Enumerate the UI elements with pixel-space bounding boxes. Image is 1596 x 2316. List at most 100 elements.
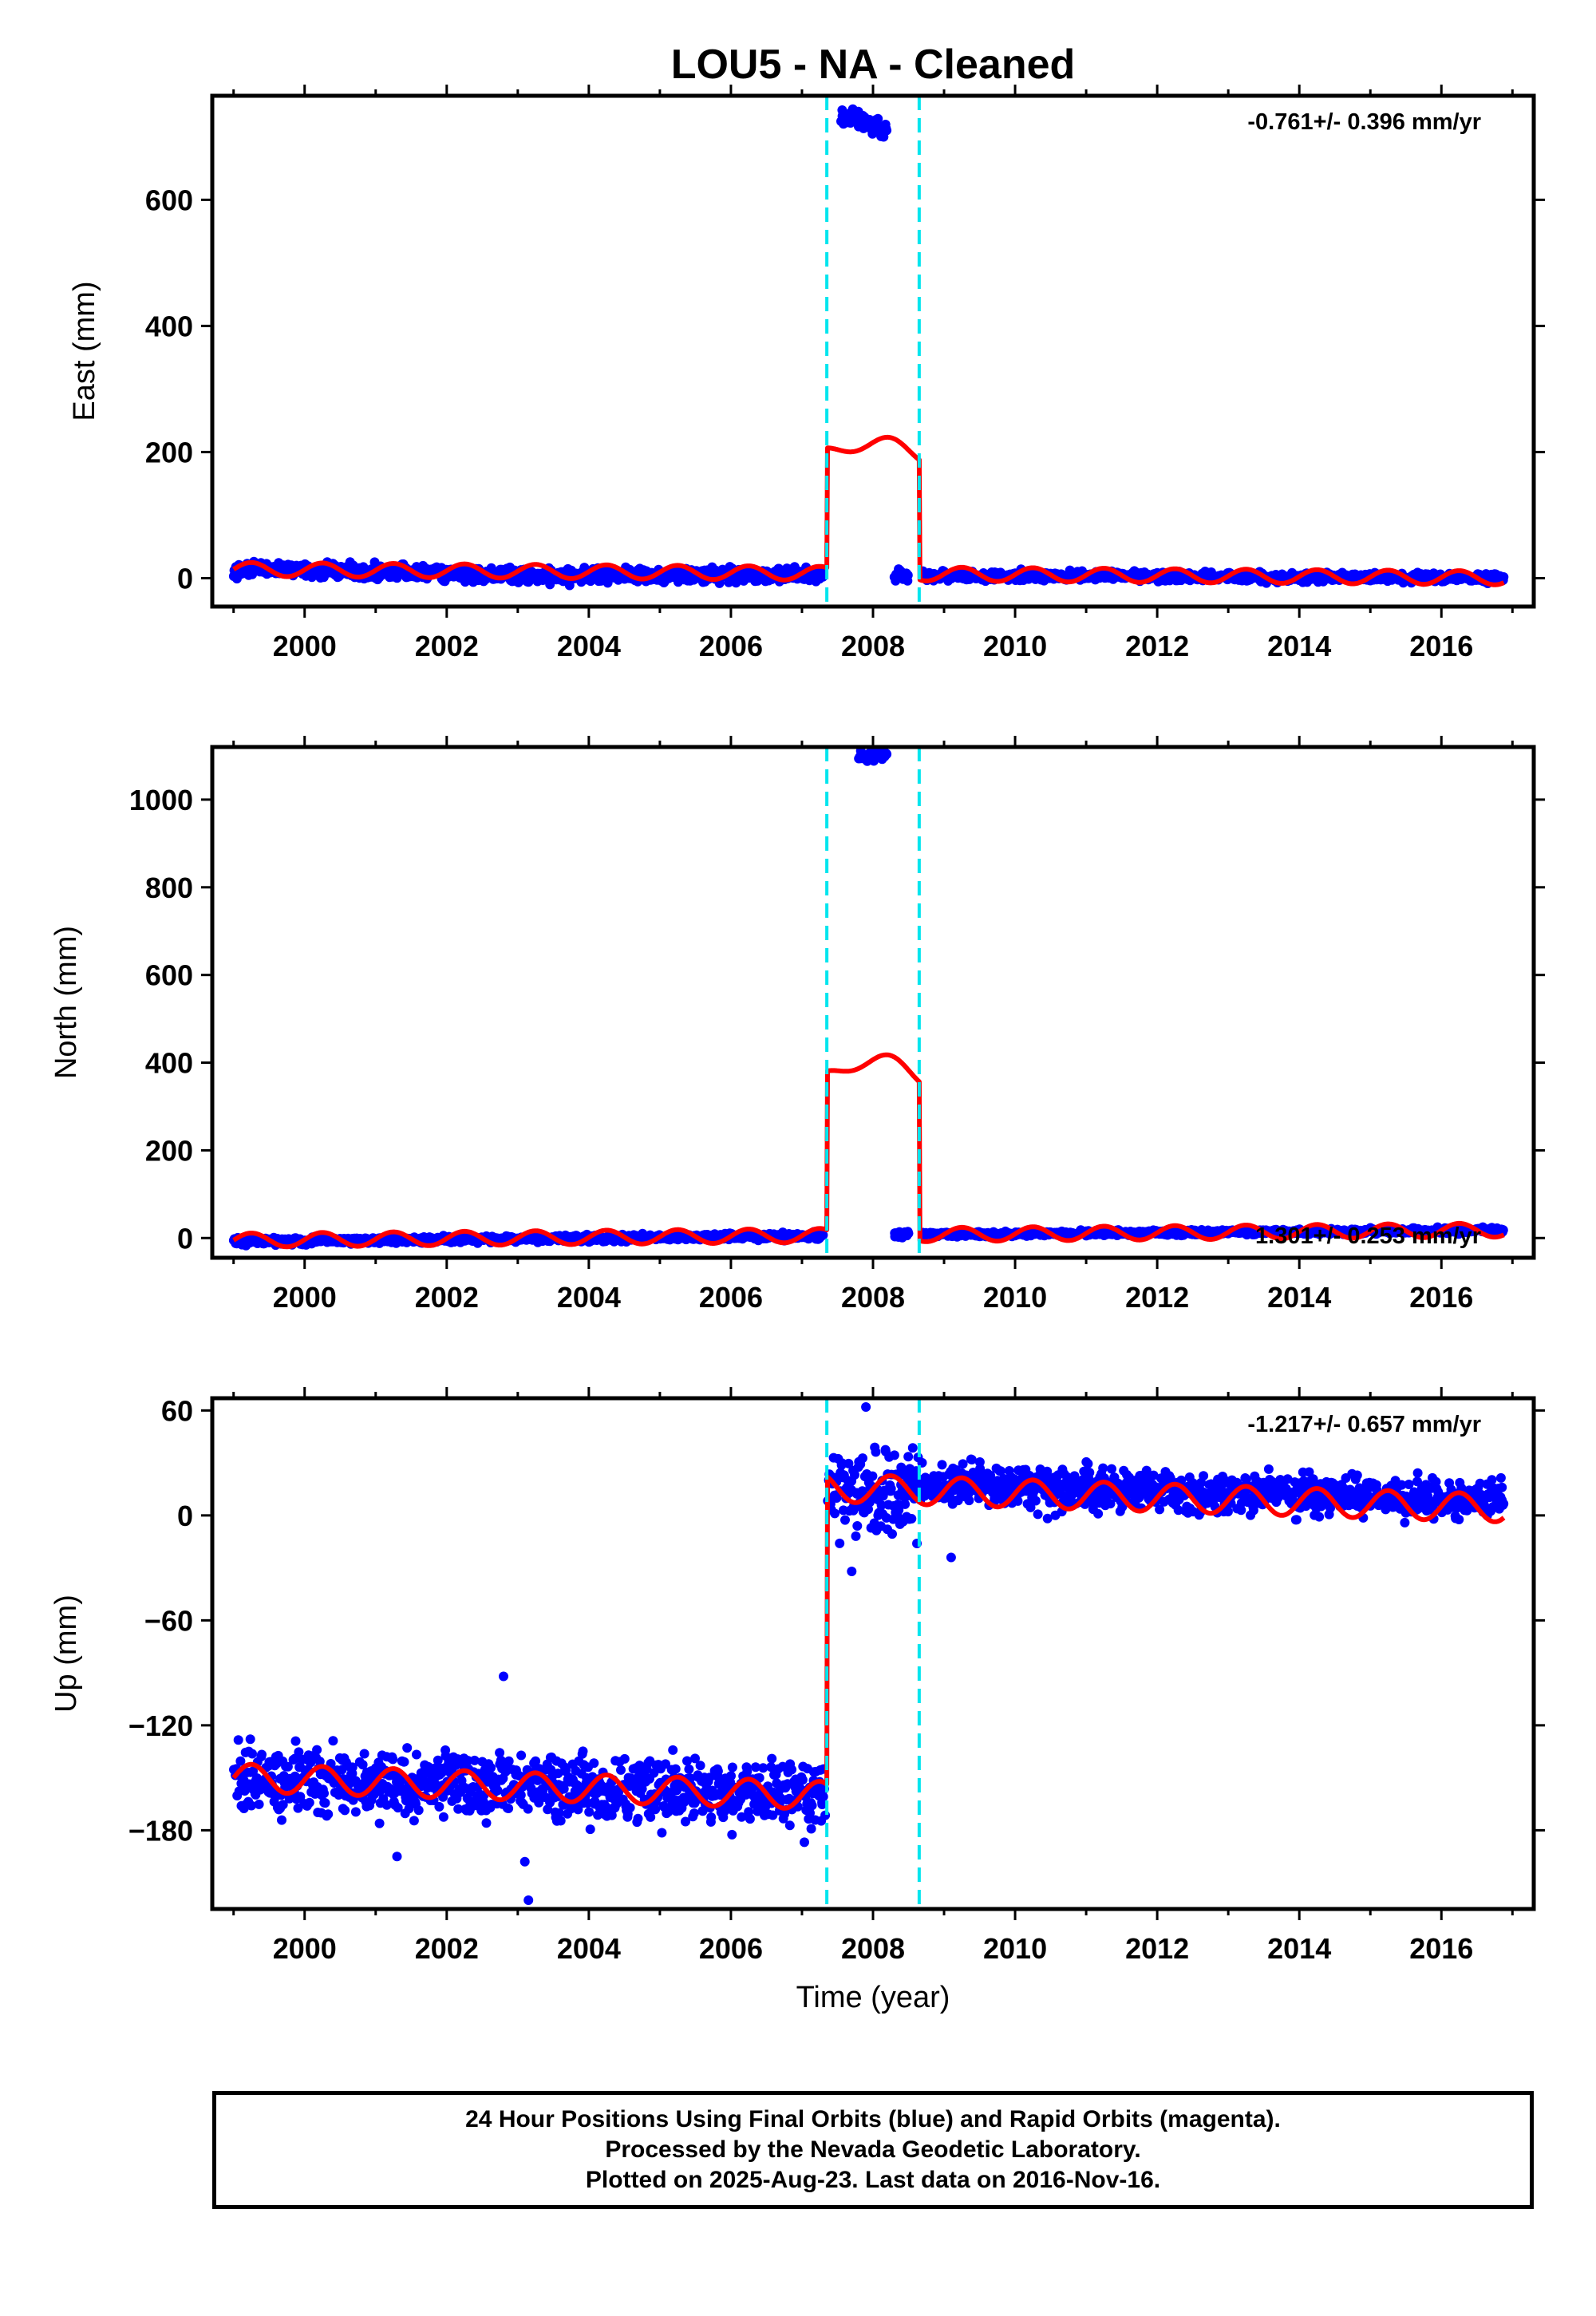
data-point: [907, 1514, 917, 1524]
data-point: [657, 1828, 667, 1838]
rate-annotation: 1.301+/- 0.253 mm/yr: [1255, 1223, 1481, 1249]
x-tick-label: 2016: [1409, 1281, 1473, 1314]
data-point: [277, 1815, 286, 1825]
x-tick-label: 2002: [415, 1281, 479, 1314]
plot-area: [228, 104, 1509, 591]
data-point: [578, 1746, 588, 1757]
data-point: [852, 1521, 863, 1531]
y-tick-label: 0: [177, 562, 193, 595]
plot-frame: [210, 745, 1536, 1260]
y-tick-label: 400: [145, 1047, 193, 1080]
y-tick-label: 1000: [129, 784, 193, 816]
data-point: [481, 1818, 492, 1828]
up-panel: 2000 2002 2004 2006 2008 2010 2012 2014 2016600−…: [49, 1387, 1545, 1965]
rate-annotation: -0.761+/- 0.396 mm/yr: [1247, 109, 1481, 135]
data-point: [374, 1818, 385, 1828]
data-point: [840, 1515, 850, 1525]
data-point: [350, 1807, 361, 1817]
data-point: [745, 1814, 755, 1824]
figure-title: LOU5 - NA - Cleaned: [671, 41, 1076, 88]
plot-frame: [210, 93, 1536, 609]
data-point: [584, 1807, 595, 1817]
data-point: [625, 1803, 635, 1813]
data-point: [555, 1816, 566, 1826]
data-point: [504, 1804, 514, 1813]
east-panel: 2000 2002 2004 2006 2008 2010 2012 2014 20160200…: [68, 85, 1545, 662]
data-point: [886, 1484, 896, 1494]
x-tick-label: 2010: [983, 1281, 1047, 1314]
data-point: [835, 1538, 845, 1548]
model-line: [231, 434, 1506, 587]
data-point: [873, 113, 883, 124]
data-point: [784, 1820, 795, 1831]
x-tick-label: 2012: [1125, 1281, 1189, 1314]
x-tick-label: 2006: [699, 630, 763, 662]
data-point: [320, 1798, 330, 1808]
data-point: [290, 1736, 301, 1746]
data-point: [858, 1453, 867, 1464]
x-tick-label: 2004: [557, 630, 621, 662]
y-tick-label: 200: [145, 1134, 193, 1167]
data-point: [412, 1749, 421, 1760]
data-point: [340, 1805, 350, 1816]
data-point: [254, 1799, 264, 1809]
data-point: [684, 1764, 694, 1774]
data-point: [689, 1808, 699, 1818]
data-point: [312, 1745, 322, 1755]
x-tick-label: 2012: [1125, 630, 1189, 662]
data-point: [882, 125, 892, 136]
data-point: [695, 1761, 705, 1771]
data-point: [806, 1824, 816, 1834]
x-tick-label: 2014: [1267, 630, 1331, 662]
data-point: [399, 1757, 409, 1767]
x-tick-label: 2000: [273, 1281, 337, 1314]
y-axis-label: East (mm): [68, 281, 101, 421]
data-point: [516, 1750, 527, 1761]
data-point: [767, 1753, 777, 1764]
data-point: [851, 1531, 861, 1541]
data-point: [523, 1804, 533, 1814]
data-point: [903, 1452, 914, 1462]
x-tick-label: 2004: [557, 1281, 621, 1314]
data-point: [247, 1749, 257, 1759]
data-point: [903, 1228, 914, 1239]
data-point: [820, 1810, 831, 1820]
data-point: [233, 1735, 243, 1745]
plot-area: [229, 1402, 1509, 1905]
y-tick-label: 200: [145, 436, 193, 468]
data-point: [633, 1813, 643, 1824]
x-tick-label: 2010: [983, 630, 1047, 662]
data-point: [797, 1775, 808, 1785]
data-point: [807, 1800, 817, 1811]
data-point: [706, 1812, 717, 1822]
data-point: [616, 1765, 626, 1775]
data-point: [830, 1508, 840, 1519]
data-point: [486, 1763, 496, 1773]
data-point: [323, 1809, 334, 1820]
data-point: [402, 1743, 413, 1753]
data-point: [871, 1447, 881, 1457]
x-tick-label: 2000: [273, 630, 337, 662]
plot-area: [228, 747, 1508, 1251]
data-point: [619, 1753, 630, 1764]
x-tick-label: 2008: [841, 630, 905, 662]
data-point: [359, 1749, 369, 1759]
data-point: [889, 1450, 899, 1460]
data-point: [1499, 572, 1509, 582]
data-point: [319, 1788, 329, 1799]
data-point: [900, 1499, 911, 1509]
data-point: [727, 1829, 737, 1840]
data-point: [438, 1812, 448, 1822]
data-point: [727, 1762, 737, 1773]
data-point: [800, 1837, 809, 1848]
data-point: [903, 570, 913, 580]
data-point: [670, 1764, 681, 1774]
data-point: [887, 1529, 897, 1539]
data-point: [907, 1443, 918, 1453]
data-point: [589, 1758, 599, 1769]
data-point: [882, 749, 892, 759]
data-point: [257, 1749, 267, 1760]
data-point: [388, 1754, 398, 1765]
data-point: [504, 1756, 514, 1766]
